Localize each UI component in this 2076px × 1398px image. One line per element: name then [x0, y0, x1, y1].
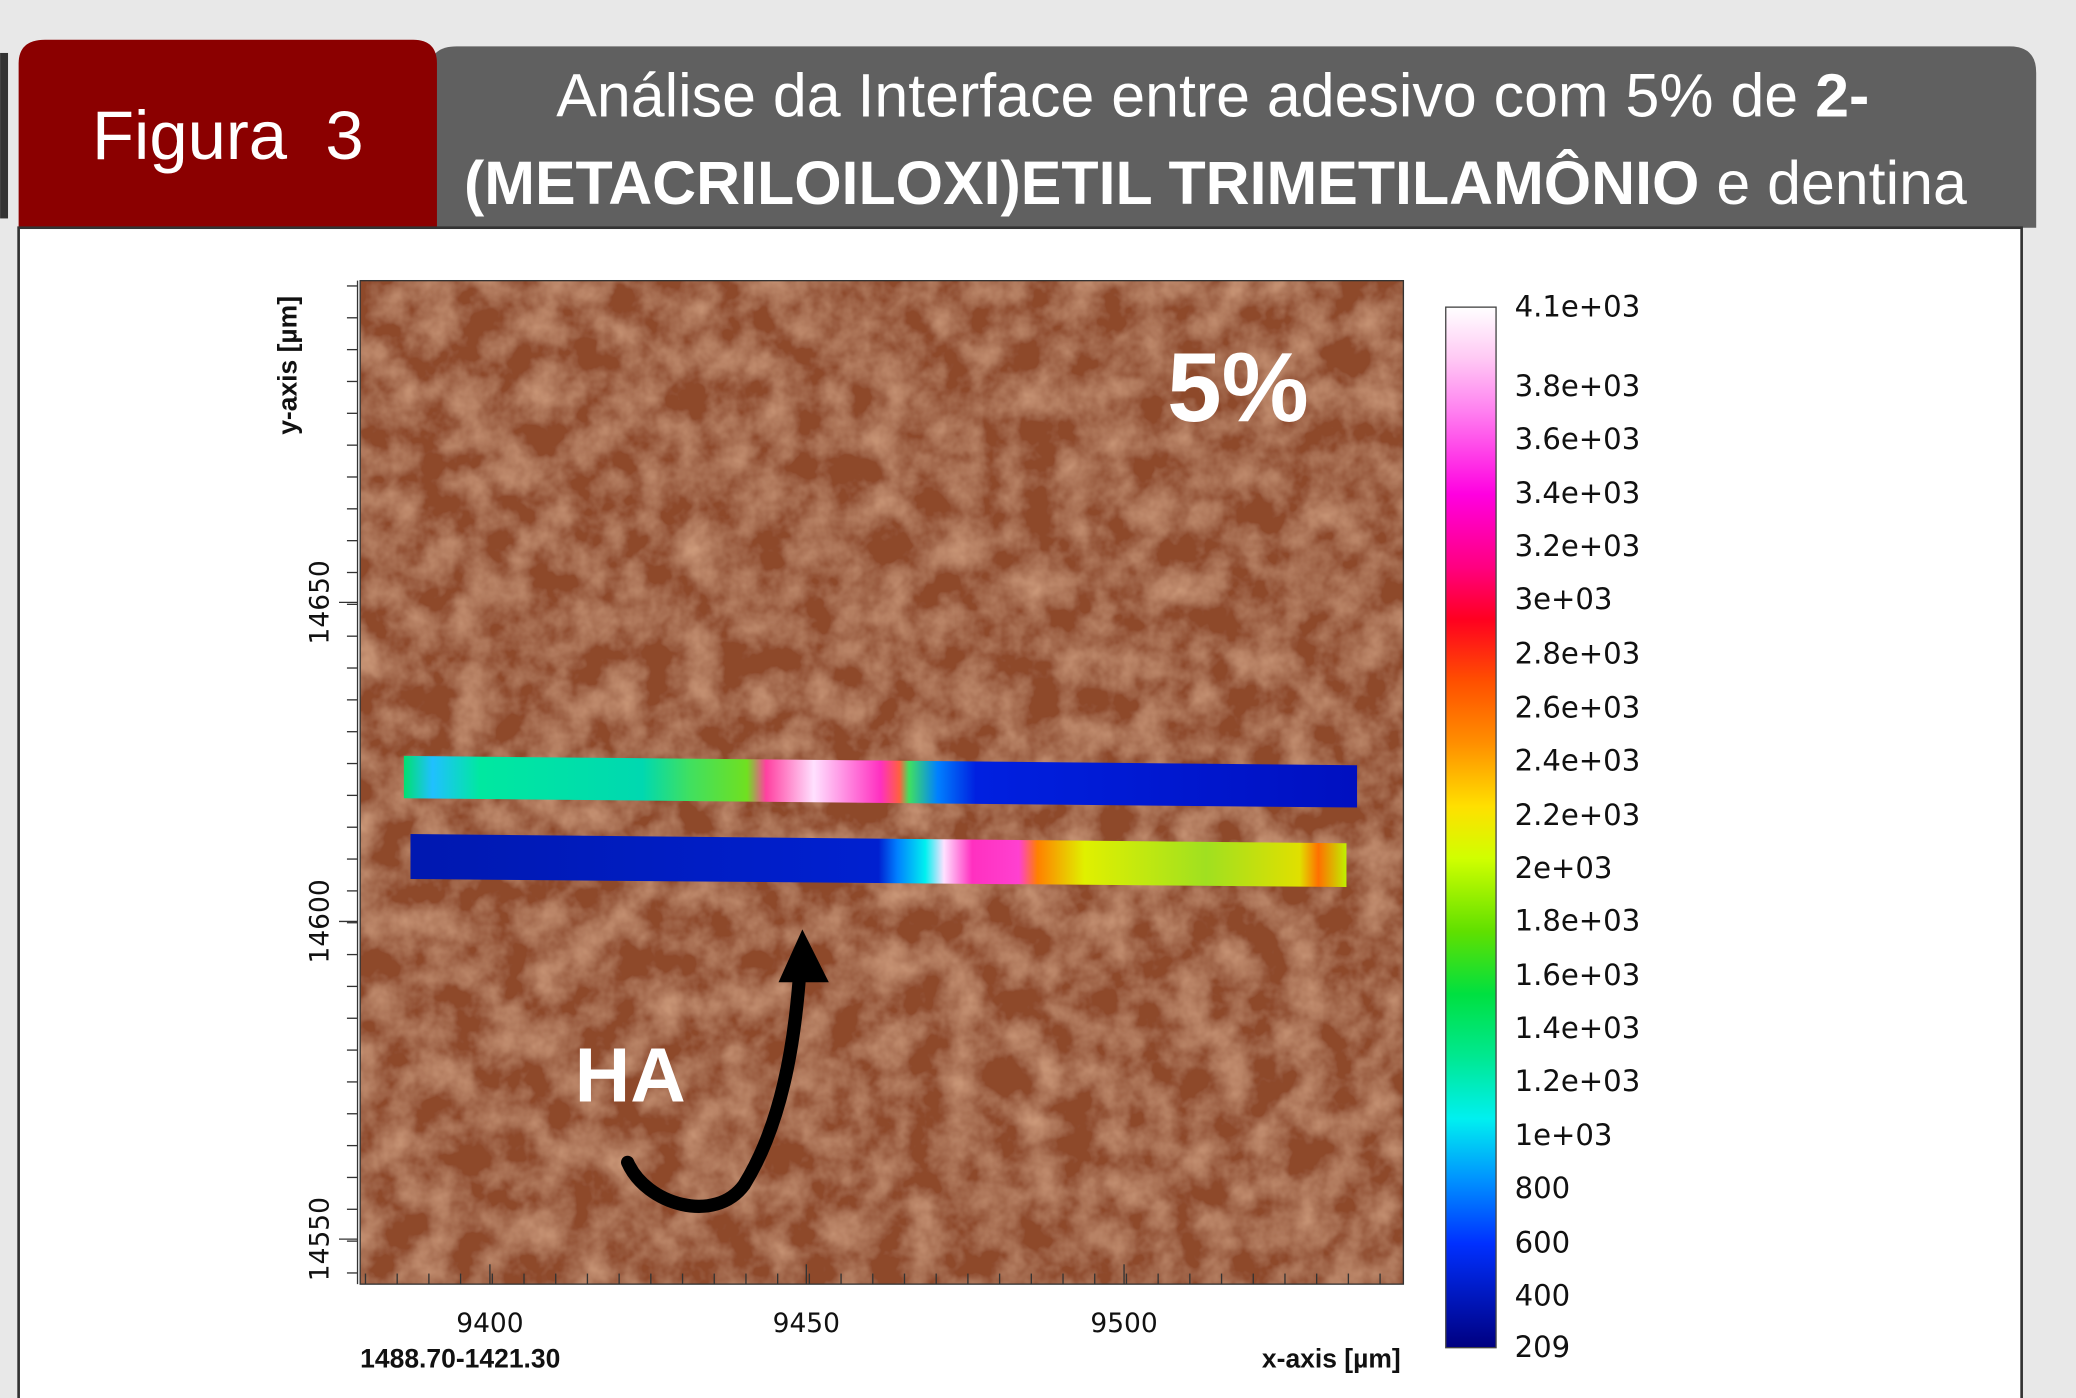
- title-text: Análise da Interface entre adesivo com 5…: [556, 62, 1798, 130]
- colorbar-label: 2.8e+03: [1515, 636, 1641, 670]
- title-line: Análise da Interface entre adesivo com 5…: [556, 62, 1869, 130]
- title-bold: (METACRILOILOXI)ETIL TRIMETILAMÔNIO: [464, 149, 1699, 217]
- colorbar-label: 1.4e+03: [1515, 1011, 1641, 1045]
- corner-label: 1488.70-1421.30: [360, 1344, 560, 1374]
- y-tick-label: 14650: [304, 560, 335, 644]
- figure-label: Figura 3: [92, 97, 364, 174]
- x-tick-label: 9400: [456, 1308, 523, 1339]
- colorbar-label: 209: [1515, 1330, 1571, 1364]
- colorbar-label: 3.2e+03: [1515, 529, 1641, 563]
- colorbar-label: 2.4e+03: [1515, 744, 1641, 778]
- raman-line: [410, 834, 1346, 887]
- colorbar: [1446, 307, 1496, 1348]
- colorbar-label: 3.4e+03: [1515, 476, 1641, 510]
- colorbar-label: 3.8e+03: [1515, 369, 1641, 403]
- x-tick-label: 9450: [773, 1308, 840, 1339]
- colorbar-label: 3e+03: [1515, 582, 1613, 616]
- annotation-ha: HA: [575, 1032, 686, 1118]
- colorbar-label: 1e+03: [1515, 1118, 1613, 1152]
- colorbar-label: 1.6e+03: [1515, 958, 1641, 992]
- y-axis-label: y-axis [µm]: [273, 296, 303, 435]
- colorbar-label: 4.1e+03: [1515, 289, 1641, 323]
- colorbar-label: 2.2e+03: [1515, 798, 1641, 832]
- colorbar-label: 3.6e+03: [1515, 422, 1641, 456]
- colorbar-label: 600: [1515, 1225, 1571, 1259]
- title-line: (METACRILOILOXI)ETIL TRIMETILAMÔNIO e de…: [464, 149, 1967, 217]
- y-tick-label: 14600: [304, 879, 335, 963]
- title-bold: 2-: [1815, 62, 1869, 130]
- colorbar-label: 1.8e+03: [1515, 904, 1641, 938]
- colorbar-label: 2.6e+03: [1515, 691, 1641, 725]
- x-tick-label: 9500: [1090, 1308, 1157, 1339]
- title-text: e dentina: [1716, 149, 1967, 217]
- colorbar-label: 400: [1515, 1278, 1571, 1312]
- colorbar-label: 2e+03: [1515, 851, 1613, 885]
- figure-page: Figura 3 Análise da Interface entre ades…: [0, 0, 2076, 1398]
- edge: [0, 53, 8, 218]
- y-tick-label: 14550: [304, 1197, 335, 1281]
- colorbar-label: 800: [1515, 1171, 1571, 1205]
- annotation-percent: 5%: [1167, 332, 1309, 442]
- x-axis-label: x-axis [µm]: [1262, 1344, 1401, 1374]
- colorbar-label: 1.2e+03: [1515, 1064, 1641, 1098]
